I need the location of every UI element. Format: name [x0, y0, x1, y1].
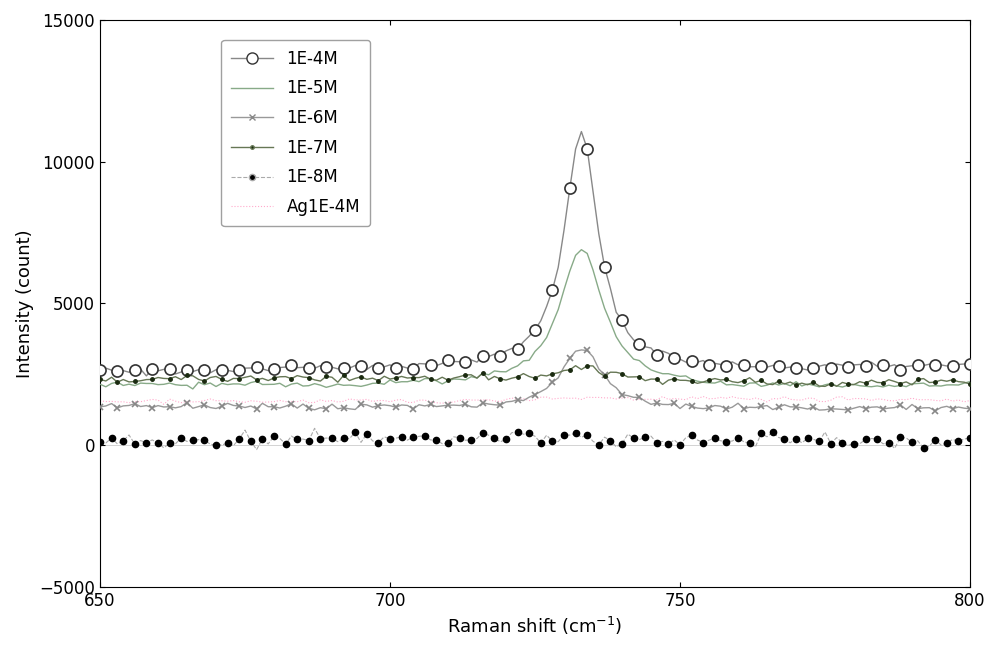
Legend: 1E-4M, 1E-5M, 1E-6M, 1E-7M, 1E-8M, Ag1E-4M: 1E-4M, 1E-5M, 1E-6M, 1E-7M, 1E-8M, Ag1E-…	[221, 39, 370, 226]
Y-axis label: Intensity (count): Intensity (count)	[16, 229, 34, 378]
X-axis label: Raman shift (cm$^{-1}$): Raman shift (cm$^{-1}$)	[447, 616, 623, 638]
